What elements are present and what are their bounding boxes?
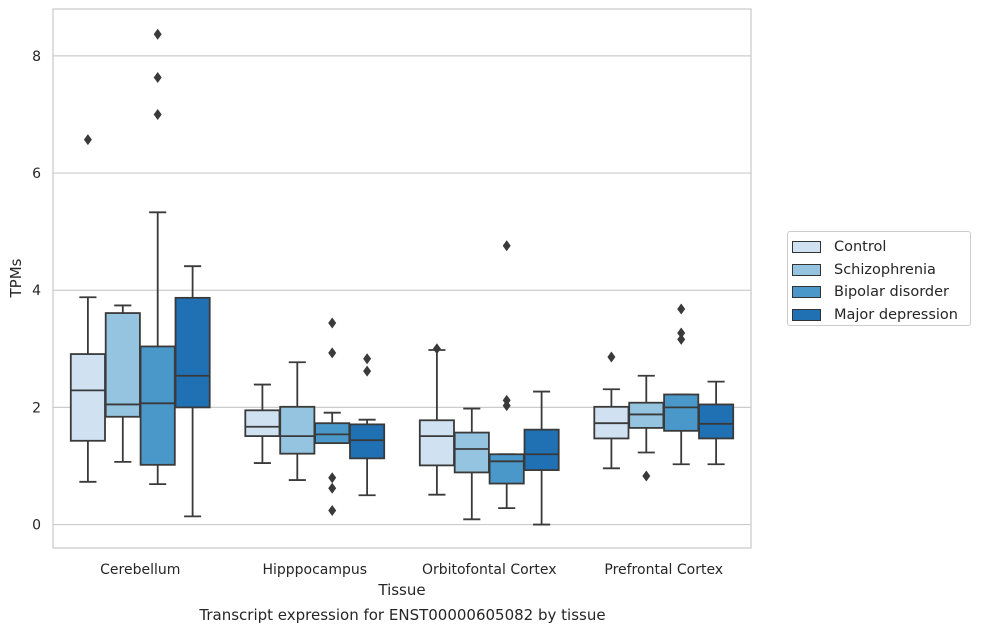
box-body [314,422,351,445]
box-orbitofontal-cortex-control [418,343,455,496]
y-tick-labels: 0 2 4 6 8 [32,49,41,534]
outlier-point [328,317,337,329]
outlier-point [432,343,441,355]
y-tick-label: 2 [32,400,41,416]
legend-item-control: Control [792,236,970,259]
box-body [139,345,176,466]
box-cerebellum-bipolar-disorder [139,28,176,486]
outlier-point [677,327,686,339]
outlier-point [363,365,372,377]
legend-label-major-depression: Major depression [834,306,958,323]
y-tick-label: 0 [32,518,41,534]
x-axis-label: Tissue [377,581,425,599]
outlier-point [328,482,337,494]
y-tick-label: 4 [32,283,41,299]
box-body [104,312,141,418]
box-prefrontal-cortex-schizophrenia [628,374,665,482]
outlier-point [677,333,686,345]
box-hipppocampus-major-depression [349,353,386,497]
box-cerebellum-schizophrenia [104,304,141,463]
box-prefrontal-cortex-major-depression [698,380,735,466]
box-orbitofontal-cortex-bipolar-disorder [488,240,525,510]
box-body [174,296,211,409]
box-body [418,419,455,467]
legend-item-schizophrenia: Schizophrenia [792,259,970,282]
plot-frame [52,8,752,549]
outlier-point [328,505,337,517]
x-tick-label: Prefrontal Cortex [604,562,723,578]
box-cerebellum-major-depression [174,265,211,518]
legend-item-major-depression: Major depression [792,304,970,327]
box-body [244,409,281,437]
y-axis-label: TPMs [7,258,25,298]
box-hipppocampus-schizophrenia [279,361,316,481]
box-body [698,403,735,440]
y-tick-label: 6 [32,166,41,182]
boxes [69,28,735,526]
x-tick-label: Orbitofontal Cortex [422,562,557,578]
x-tick-label: Cerebellum [100,562,180,578]
box-hipppocampus-control [244,383,281,464]
y-tick-label: 8 [32,49,41,65]
legend-swatch-bipolar-disorder [792,286,821,299]
box-body [488,453,525,485]
box-body [279,405,316,455]
box-prefrontal-cortex-bipolar-disorder [663,303,700,466]
box-body [69,353,106,442]
legend-label-bipolar-disorder: Bipolar disorder [834,284,949,301]
legend-item-bipolar-disorder: Bipolar disorder [792,281,970,304]
box-cerebellum-control [69,134,106,483]
outlier-point [642,470,651,482]
box-hipppocampus-bipolar-disorder [314,317,351,517]
box-body [663,393,700,432]
x-tick-labels: Cerebellum Hipppocampus Orbitofontal Corte… [100,562,723,578]
legend-swatch-control [792,241,821,254]
outlier-point [677,303,686,315]
outlier-point [328,472,337,484]
box-prefrontal-cortex-control [593,351,630,470]
outlier-point [502,394,511,406]
box-orbitofontal-cortex-major-depression [523,390,560,526]
box-orbitofontal-cortex-schizophrenia [453,407,490,521]
legend: Control Schizophrenia Bipolar disorder M… [787,231,971,326]
x-tick-label: Hipppocampus [262,562,367,578]
box-body [453,431,490,474]
outlier-point [607,351,616,363]
chart-caption: Transcript expression for ENST0000060508… [199,606,606,624]
outlier-point [502,240,511,252]
outlier-point [153,72,162,84]
legend-swatch-major-depression [792,308,821,321]
legend-swatch-schizophrenia [792,263,821,276]
box-body [349,423,386,460]
legend-label-control: Control [834,239,887,256]
outlier-point [153,28,162,40]
legend-label-schizophrenia: Schizophrenia [834,261,936,278]
box-body [523,428,560,471]
outlier-point [328,347,337,359]
outlier-point [83,134,92,146]
outlier-point [153,108,162,120]
outlier-point [363,353,372,365]
